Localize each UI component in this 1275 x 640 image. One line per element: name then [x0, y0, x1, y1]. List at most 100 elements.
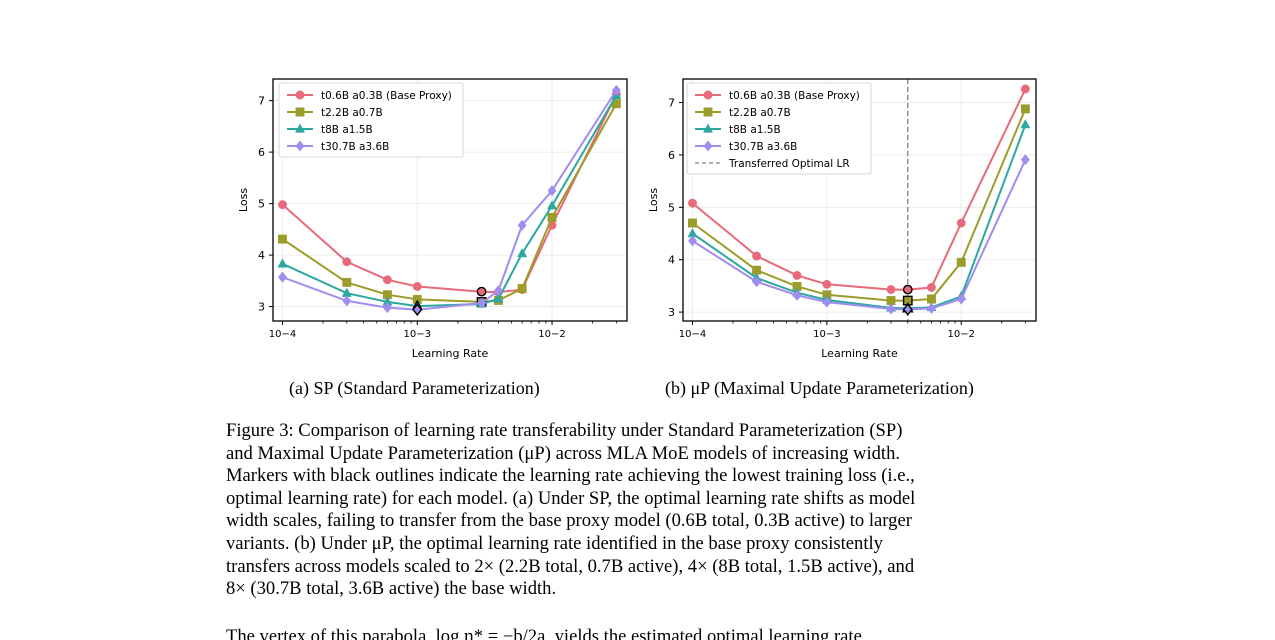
legend-label: t2.2B a0.7B: [729, 107, 791, 119]
data-point: [493, 293, 504, 303]
data-point: [1020, 119, 1031, 129]
data-point: [956, 218, 966, 228]
data-point: [886, 285, 896, 295]
data-point: [956, 257, 966, 267]
legend-frame: [686, 82, 872, 175]
subcaption-sp: (a) SP (Standard Parameterization): [289, 378, 540, 398]
data-point: [547, 200, 558, 210]
data-point: [517, 248, 528, 258]
caption-line: transfers across models scaled to 2× (2.…: [226, 555, 915, 577]
series: [277, 84, 621, 316]
figure-caption: Figure 3: Comparison of learning rate tr…: [226, 420, 1054, 601]
series: [687, 154, 1030, 316]
caption-line: optimal learning rate) for each model. (…: [226, 487, 916, 509]
caption-line: 8× (30.7B total, 3.6B active) the base w…: [226, 578, 557, 600]
x-axis: 10−4 10−3 10−2: [679, 321, 1026, 340]
y-tick-label: 5: [668, 201, 675, 214]
y-tick-label: 4: [668, 254, 675, 267]
legend-label: t0.6B a0.3B (Base Proxy): [321, 90, 452, 102]
data-point: [278, 200, 287, 210]
data-point: [547, 185, 557, 197]
x-tick-label: 10−2: [948, 329, 975, 340]
y-tick-label: 6: [258, 146, 265, 159]
legend-label: t30.7B a3.6B: [729, 141, 797, 153]
legend-label: t30.7B a3.6B: [321, 141, 389, 153]
x-tick-label: 10−4: [679, 329, 706, 340]
legend-entry: t0.6B a0.3B (Base Proxy): [287, 90, 452, 102]
y-axis: 3 4 5 6 7: [258, 95, 273, 314]
data-point: [687, 235, 698, 247]
legend-entry: t30.7B a3.6B: [695, 140, 797, 153]
optimal-marker: [902, 284, 913, 295]
legend-marker: [295, 90, 305, 100]
data-point: [278, 234, 287, 244]
x-axis-label: Learning Rate: [412, 347, 489, 360]
data-point: [412, 282, 422, 291]
data-point: [342, 295, 352, 307]
x-tick-label: 10−3: [813, 329, 840, 340]
legend: t0.6B a0.3B (Base Proxy) t2.2B a0.7B t8B a…: [278, 82, 464, 158]
data-point: [477, 297, 487, 309]
data-point: [792, 270, 802, 280]
legend-entry: t8B a1.5B: [695, 123, 781, 136]
x-tick-label: 10−3: [404, 329, 431, 340]
data-point: [547, 213, 557, 222]
y-tick-label: 7: [258, 95, 265, 108]
data-point: [382, 302, 392, 314]
data-point: [382, 275, 392, 285]
legend-entry: Transferred Optimal LR: [695, 158, 850, 170]
y-tick-label: 7: [668, 97, 675, 110]
x-tick-label: 10−2: [538, 329, 565, 340]
data-point: [822, 279, 832, 289]
optimal-marker: [476, 286, 487, 297]
caption-line: Figure 3: Comparison of learning rate tr…: [226, 420, 903, 441]
data-point: [1020, 84, 1030, 94]
y-tick-label: 3: [668, 306, 675, 319]
data-point: [752, 276, 762, 288]
legend: t0.6B a0.3B (Base Proxy) t2.2B a0.7B t8B a…: [686, 82, 872, 175]
x-axis-label: Learning Rate: [821, 347, 898, 360]
data-point: [926, 283, 936, 292]
legend-entry: t30.7B a3.6B: [287, 140, 389, 153]
legend-label: t0.6B a0.3B (Base Proxy): [729, 90, 860, 102]
data-point: [688, 218, 697, 228]
data-point: [277, 258, 288, 268]
legend-entry: t2.2B a0.7B: [695, 107, 791, 119]
y-axis-label: Loss: [647, 188, 660, 212]
x-tick-label: 10−4: [269, 329, 296, 340]
x-axis: 10−4 10−3 10−2: [269, 321, 617, 340]
legend-entry: t8B a1.5B: [287, 123, 373, 136]
caption-line: variants. (b) Under μP, the optimal lear…: [226, 532, 883, 554]
y-tick-label: 5: [258, 198, 265, 211]
legend-marker: [295, 140, 305, 152]
data-point: [1020, 104, 1030, 114]
data-point: [611, 84, 621, 96]
data-point: [493, 285, 503, 297]
legend-label: t8B a1.5B: [729, 124, 781, 136]
y-axis-label: Loss: [237, 188, 250, 212]
legend-entry: t2.2B a0.7B: [287, 107, 383, 119]
legend-marker: [295, 107, 305, 117]
legend-frame: [278, 82, 464, 158]
plot-frame: [682, 78, 1037, 322]
legend-label: Transferred Optimal LR: [728, 158, 850, 170]
body-text: The vertex of this parabola, log η* = −b…: [226, 626, 862, 640]
caption-line: Markers with black outlines indicate the…: [226, 465, 915, 487]
legend-label: t8B a1.5B: [321, 124, 373, 136]
data-point: [886, 303, 896, 315]
data-point: [1020, 154, 1030, 166]
legend-marker: [703, 107, 713, 117]
data-point: [342, 277, 352, 287]
legend-marker: [703, 90, 713, 100]
series: [688, 84, 1030, 295]
legend-label: t2.2B a0.7B: [321, 107, 383, 119]
data-point: [517, 219, 527, 231]
optimal-marker: [902, 303, 913, 316]
y-axis: 3 4 5 6 7: [668, 97, 683, 319]
plot-frame: [272, 78, 628, 322]
data-point: [792, 289, 802, 301]
data-point: [517, 284, 527, 294]
